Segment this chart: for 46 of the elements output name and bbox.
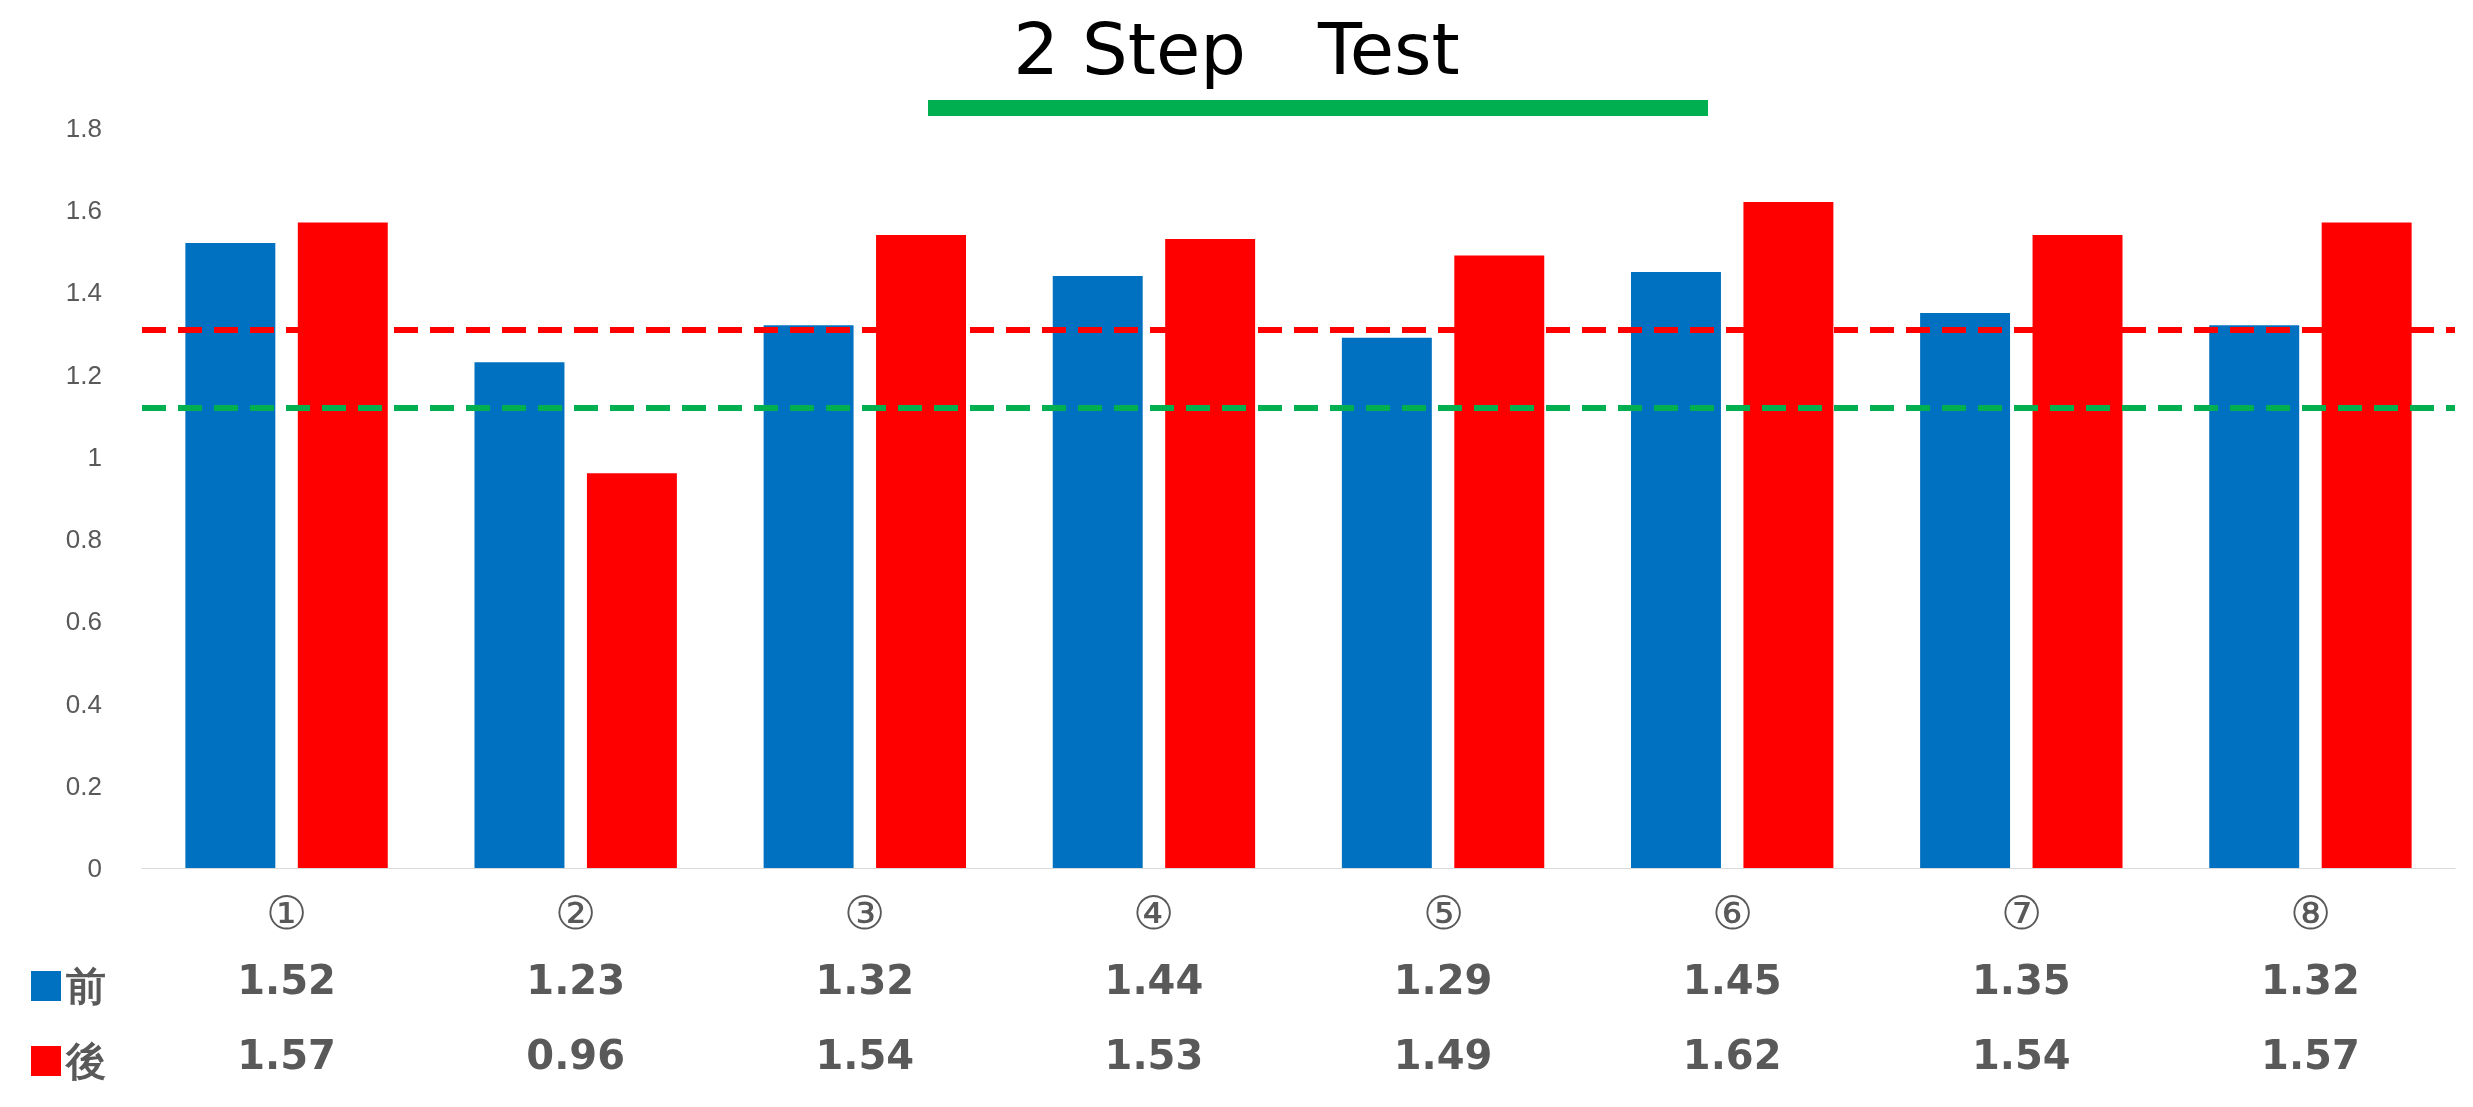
data-label: 1.53 (1104, 1032, 1204, 1078)
x-tick-label: ③ (844, 887, 886, 939)
data-label: 1.49 (1393, 1032, 1493, 1078)
bar (474, 362, 565, 868)
data-label: 1.32 (815, 957, 915, 1003)
x-tick-label: ⑤ (1422, 887, 1464, 939)
y-tick-label: 1.8 (65, 113, 102, 143)
bar (1920, 313, 2011, 868)
y-tick-label: 1.2 (65, 359, 102, 390)
bar (1630, 271, 1721, 868)
legend-label: 後 (64, 1039, 106, 1083)
data-label: 1.54 (1971, 1032, 2071, 1078)
y-tick-label: 1.6 (65, 195, 102, 226)
y-tick-label: 0.2 (65, 770, 102, 801)
bar (586, 473, 677, 868)
data-label: 1.54 (815, 1032, 915, 1078)
x-tick-label: ① (266, 887, 308, 939)
y-tick-label: 1 (87, 441, 102, 472)
bar (2209, 325, 2300, 868)
bar (185, 243, 276, 868)
legend-label: 前 (66, 964, 106, 1008)
data-label: 1.23 (526, 957, 626, 1003)
bar (763, 325, 854, 868)
y-tick-label: 0.6 (65, 606, 102, 637)
data-label: 1.45 (1682, 957, 1782, 1003)
data-label: 1.44 (1104, 957, 1204, 1003)
data-label: 1.57 (2261, 1032, 2360, 1078)
data-label: 1.57 (237, 1032, 336, 1078)
data-label: 1.29 (1393, 957, 1493, 1003)
data-label: 1.35 (1971, 957, 2071, 1003)
y-tick-label: 0.4 (65, 688, 102, 719)
x-tick-label: ⑦ (2000, 887, 2042, 939)
data-label: 1.62 (1682, 1032, 1782, 1078)
x-tick-label: ⑧ (2289, 887, 2331, 939)
chart-title: 2 Step Test (1013, 7, 1460, 91)
data-label: 1.52 (237, 957, 336, 1003)
data-label: 1.32 (2261, 957, 2360, 1003)
y-tick-label: 0 (87, 853, 102, 883)
bar (1052, 276, 1143, 868)
bar (1341, 337, 1432, 868)
x-tick-label: ② (555, 887, 597, 939)
x-tick-label: ④ (1133, 887, 1175, 939)
x-tick-label: ⑥ (1711, 887, 1753, 939)
data-label: 0.96 (526, 1032, 626, 1078)
y-tick-label: 1.4 (65, 277, 102, 308)
y-tick-label: 0.8 (65, 524, 102, 555)
